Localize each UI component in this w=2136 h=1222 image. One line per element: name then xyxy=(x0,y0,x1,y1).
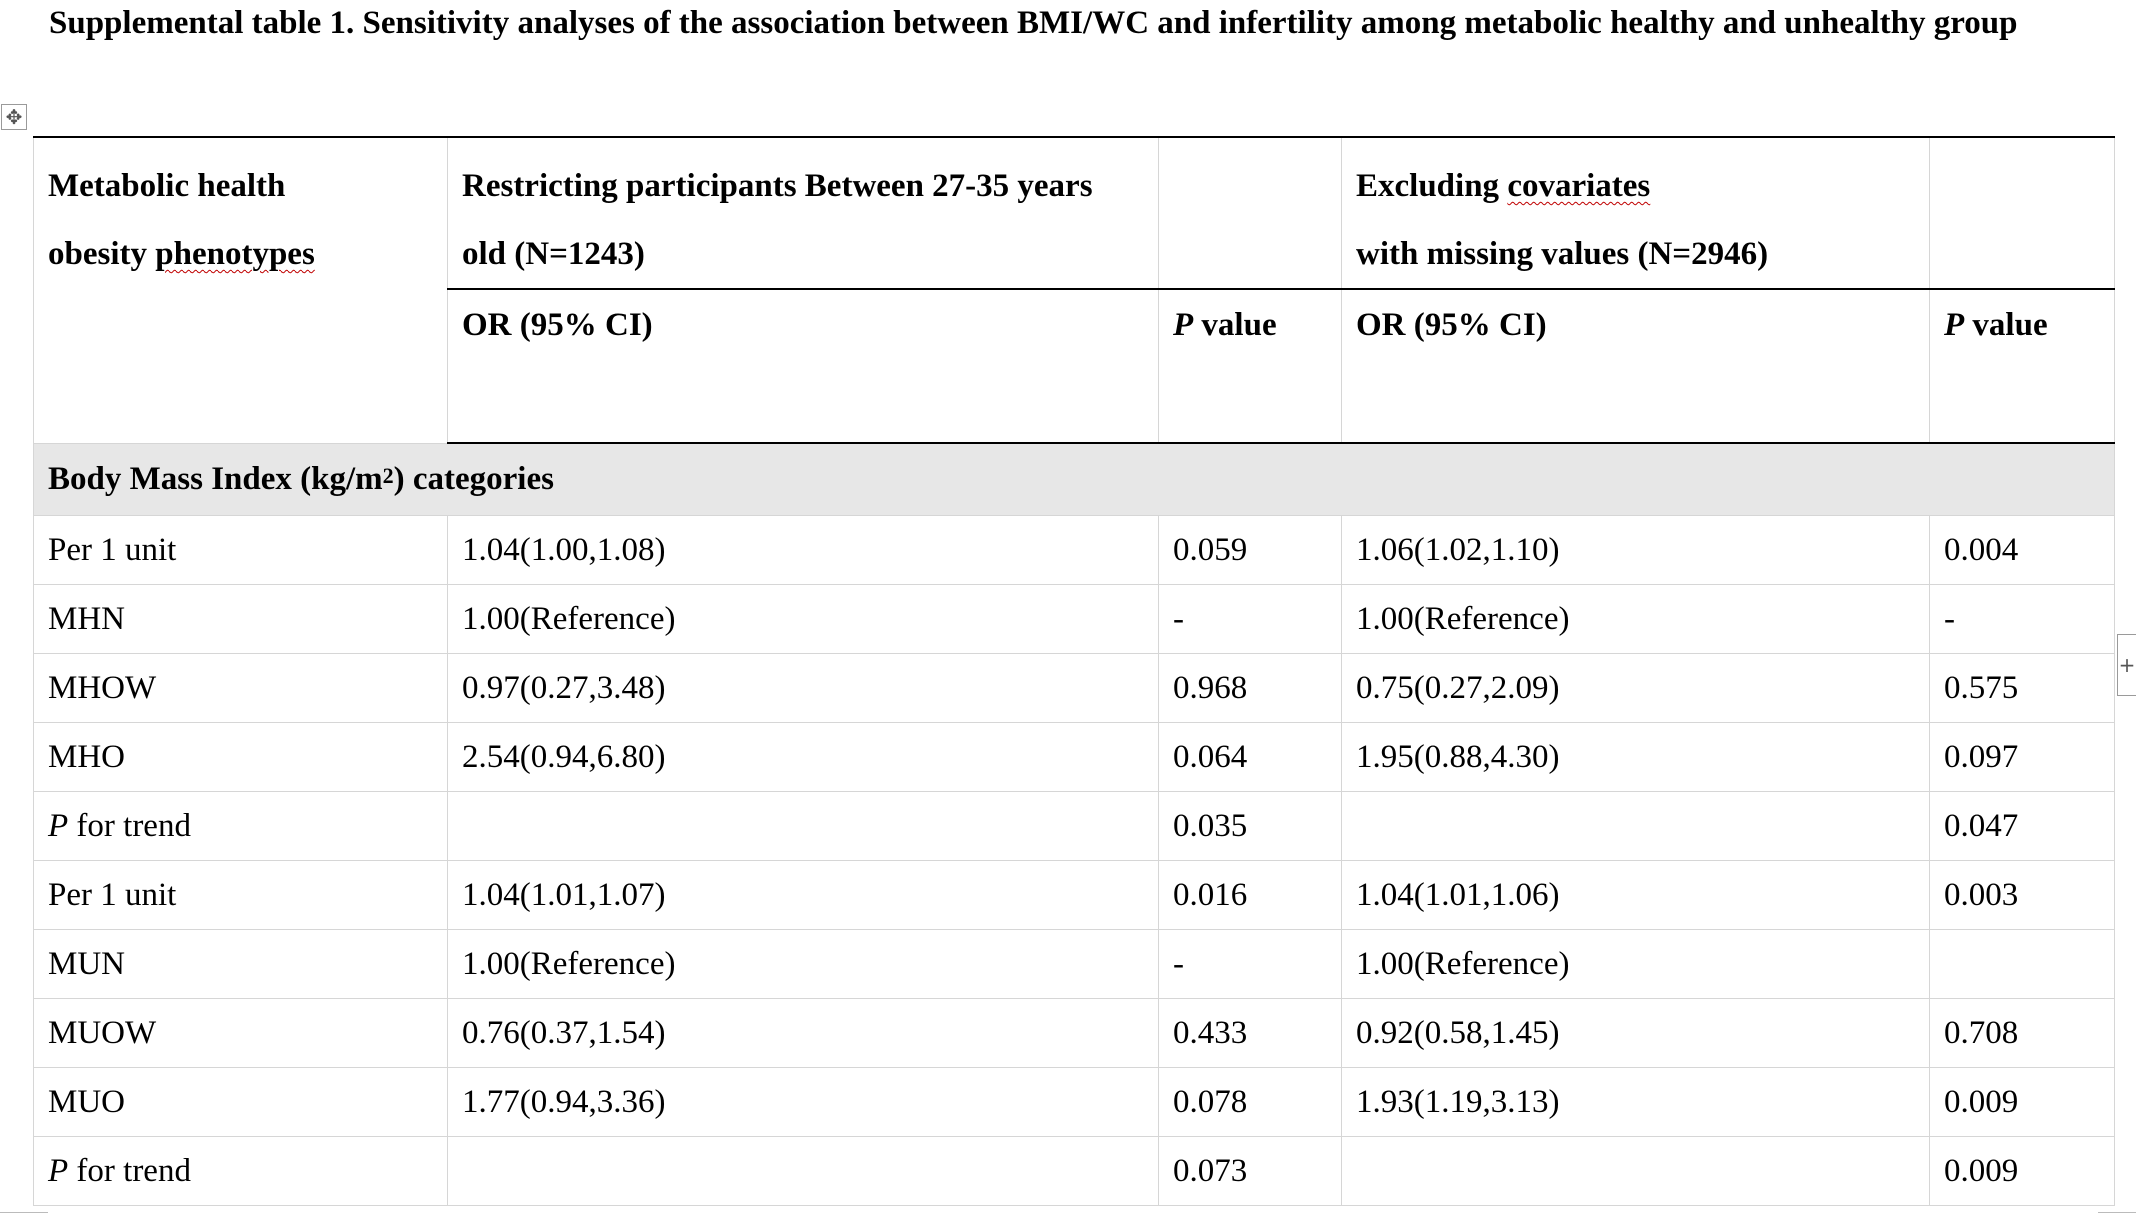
or-cell-group2: 1.04(1.01,1.06) xyxy=(1341,860,1930,930)
p-cell-group1: - xyxy=(1158,584,1342,654)
move-icon[interactable]: ✥ xyxy=(1,104,27,130)
results-table: Metabolic health obesity phenotypes Rest… xyxy=(33,136,2115,1206)
p-cell-group1: 0.968 xyxy=(1158,653,1342,723)
or-cell-group2: 1.06(1.02,1.10) xyxy=(1341,515,1930,585)
table-row: MHO 2.54(0.94,6.80) 0.064 1.95(0.88,4.30) 0.… xyxy=(33,722,2115,792)
or-cell-group2: 1.00(Reference) xyxy=(1341,584,1930,654)
group2-header: Excluding covariates with missing values … xyxy=(1341,136,1930,290)
table-row: MUOW 0.76(0.37,1.54) 0.433 0.92(0.58,1.45) 0… xyxy=(33,998,2115,1068)
or-cell-group1 xyxy=(447,1136,1159,1206)
row-label: MUOW xyxy=(33,998,448,1068)
table-row: MUO 1.77(0.94,3.36) 0.078 1.93(1.19,3.13) 0.… xyxy=(33,1067,2115,1137)
table-row: Per 1 unit 1.04(1.00,1.08) 0.059 1.06(1.02,… xyxy=(33,515,2115,585)
or-cell-group2 xyxy=(1341,791,1930,861)
or-cell-group1 xyxy=(447,791,1159,861)
or-cell-group2: 1.93(1.19,3.13) xyxy=(1341,1067,1930,1137)
or-cell-group1: 1.00(Reference) xyxy=(447,584,1159,654)
page-edge-mark-right xyxy=(2098,1212,2136,1213)
page-edge-mark-left xyxy=(0,1212,48,1213)
p-header-1: P value xyxy=(1158,288,1342,444)
p-cell-group2: 0.047 xyxy=(1929,791,2115,861)
p-cell-group1: 0.078 xyxy=(1158,1067,1342,1137)
p-cell-group2: 0.708 xyxy=(1929,998,2115,1068)
or-cell-group2: 1.95(0.88,4.30) xyxy=(1341,722,1930,792)
or-cell-group1: 0.97(0.27,3.48) xyxy=(447,653,1159,723)
p-cell-group1: 0.035 xyxy=(1158,791,1342,861)
row-label: MHN xyxy=(33,584,448,654)
plus-icon[interactable]: + xyxy=(2117,634,2136,696)
row-label: Per 1 unit xyxy=(33,860,448,930)
stub-header: Metabolic health obesity phenotypes xyxy=(33,136,448,443)
p-cell-group1: 0.016 xyxy=(1158,860,1342,930)
group1-blank xyxy=(1158,136,1342,290)
stub-header-line1: Metabolic health xyxy=(48,168,286,204)
header-row-groups: Metabolic health obesity phenotypes Rest… xyxy=(33,136,2115,443)
p-cell-group1: - xyxy=(1158,929,1342,999)
or-cell-group1: 0.76(0.37,1.54) xyxy=(447,998,1159,1068)
or-cell-group1: 1.00(Reference) xyxy=(447,929,1159,999)
p-cell-group2: 0.009 xyxy=(1929,1067,2115,1137)
section-row-bmi: Body Mass Index (kg/m2) categories xyxy=(33,442,2115,516)
row-label: Per 1 unit xyxy=(33,515,448,585)
p-cell-group2: 0.003 xyxy=(1929,860,2115,930)
header-row-columns: OR (95% CI) P value OR (95% CI) P value xyxy=(34,288,2115,444)
or-cell-group1: 2.54(0.94,6.80) xyxy=(447,722,1159,792)
group2-blank xyxy=(1929,136,2115,290)
or-cell-group2 xyxy=(1341,1136,1930,1206)
row-label: MHO xyxy=(33,722,448,792)
p-header-2: P value xyxy=(1929,288,2115,444)
stub-header-line2: obesity phenotypes xyxy=(48,236,315,272)
row-label: MHOW xyxy=(33,653,448,723)
or-cell-group1: 1.04(1.01,1.07) xyxy=(447,860,1159,930)
table-row: MUN 1.00(Reference) -1.00(Reference) xyxy=(33,929,2115,999)
p-cell-group2: 0.575 xyxy=(1929,653,2115,723)
p-cell-group1: 0.433 xyxy=(1158,998,1342,1068)
row-label: P for trend xyxy=(33,791,448,861)
or-cell-group2: 1.00(Reference) xyxy=(1341,929,1930,999)
or-header-2: OR (95% CI) xyxy=(1341,288,1930,444)
row-label: P for trend xyxy=(33,1136,448,1206)
p-cell-group2: 0.009 xyxy=(1929,1136,2115,1206)
or-cell-group1: 1.77(0.94,3.36) xyxy=(447,1067,1159,1137)
p-cell-group2: 0.004 xyxy=(1929,515,2115,585)
p-cell-group1: 0.064 xyxy=(1158,722,1342,792)
row-label: MUN xyxy=(33,929,448,999)
or-cell-group2: 0.75(0.27,2.09) xyxy=(1341,653,1930,723)
table-row: Per 1 unit 1.04(1.01,1.07) 0.016 1.04(1.01,… xyxy=(33,860,2115,930)
table-row: MHOW 0.97(0.27,3.48) 0.968 0.75(0.27,2.09) 0… xyxy=(33,653,2115,723)
section-title: Body Mass Index (kg/m2) categories xyxy=(33,442,2115,516)
table-row: P for trend 0.035 0.047 xyxy=(33,791,2115,861)
table-row: P for trend 0.073 0.009 xyxy=(33,1136,2115,1206)
or-header-1: OR (95% CI) xyxy=(447,288,1159,444)
row-label: MUO xyxy=(33,1067,448,1137)
or-cell-group1: 1.04(1.00,1.08) xyxy=(447,515,1159,585)
table-row: MHN 1.00(Reference) -1.00(Reference) - xyxy=(33,584,2115,654)
p-cell-group2: - xyxy=(1929,584,2115,654)
p-cell-group1: 0.059 xyxy=(1158,515,1342,585)
group1-header: Restricting participants Between 27-35 y… xyxy=(447,136,1159,290)
p-cell-group2: 0.097 xyxy=(1929,722,2115,792)
p-cell-group1: 0.073 xyxy=(1158,1136,1342,1206)
p-cell-group2 xyxy=(1929,929,2115,999)
table-caption: Supplemental table 1. Sensitivity analys… xyxy=(49,5,2018,41)
or-cell-group2: 0.92(0.58,1.45) xyxy=(1341,998,1930,1068)
